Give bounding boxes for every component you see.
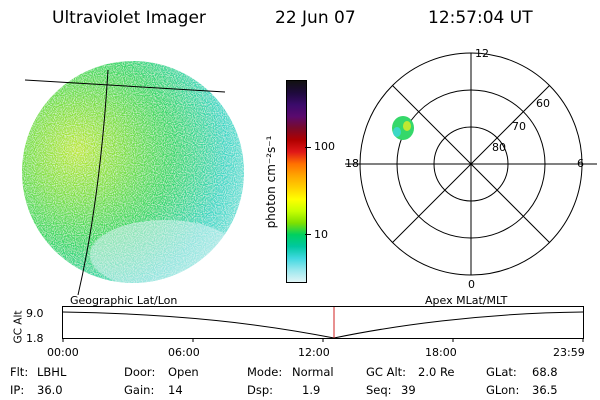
altitude-timeline <box>62 306 584 342</box>
mlt-label-6: 6 <box>577 157 584 170</box>
gain-label: Gain: <box>124 383 155 397</box>
dsp-label: Dsp: <box>247 383 274 397</box>
colorbar-tick-100 <box>305 147 311 148</box>
colorbar-label-100: 100 <box>314 140 335 153</box>
mode-value: Normal <box>292 365 334 379</box>
timeline-xtick-1: 06:00 <box>168 346 200 359</box>
mlt-label-12: 12 <box>475 47 489 60</box>
flt-value: LBHL <box>37 365 67 379</box>
timeline-axis-label: GC Alt <box>12 310 25 344</box>
observation-time: 12:57:04 UT <box>428 8 533 28</box>
mlat-label-60: 60 <box>536 97 550 110</box>
intensity-colorbar <box>286 80 307 283</box>
door-value: Open <box>168 365 199 379</box>
glon-label: GLon: <box>486 383 520 397</box>
polar-diagonal-2 <box>392 85 550 243</box>
gcalt-value: 2.0 Re <box>418 365 455 379</box>
aurora-blob-core <box>403 121 411 131</box>
mlt-label-18: 18 <box>345 157 359 170</box>
instrument-title: Ultraviolet Imager <box>52 8 206 28</box>
timeline-ytick-bottom: 1.8 <box>26 332 44 345</box>
glon-value: 36.5 <box>532 383 558 397</box>
polar-plot <box>345 52 597 276</box>
flt-label: Flt: <box>10 365 29 379</box>
seq-value: 39 <box>401 383 416 397</box>
door-label: Door: <box>124 365 156 379</box>
colorbar-label-10: 10 <box>314 228 328 241</box>
mlat-label-70: 70 <box>512 120 526 133</box>
seq-label: Seq: <box>366 383 392 397</box>
colorbar-tick-10 <box>305 234 311 235</box>
timeline-xtick-0: 00:00 <box>47 346 79 359</box>
mode-label: Mode: <box>247 365 283 379</box>
latitude-line <box>24 79 226 93</box>
uv-disk-image <box>22 61 244 295</box>
gain-value: 14 <box>168 383 183 397</box>
timeline-xtick-3: 18:00 <box>425 346 457 359</box>
altitude-curve <box>62 311 584 339</box>
timeline-ytick-top: 9.0 <box>26 307 44 320</box>
dsp-value: 1.9 <box>302 383 321 397</box>
colorbar-unit-label: photon cm⁻²s⁻¹ <box>264 135 278 229</box>
polar-plot-label: Apex MLat/MLT <box>425 294 508 307</box>
gcalt-label: GC Alt: <box>366 365 407 379</box>
glat-value: 68.8 <box>532 365 558 379</box>
longitude-line <box>77 69 109 295</box>
timeline-xtick-2: 12:00 <box>298 346 330 359</box>
glat-label: GLat: <box>486 365 517 379</box>
aurora-blob-edge <box>393 127 401 137</box>
left-image-label: Geographic Lat/Lon <box>70 294 178 307</box>
ip-value: 36.0 <box>37 383 63 397</box>
observation-date: 22 Jun 07 <box>275 8 356 28</box>
mlt-label-0: 0 <box>468 278 475 291</box>
timeline-xtick-4: 23:59 <box>553 346 585 359</box>
mlat-label-80: 80 <box>492 141 506 154</box>
ip-label: IP: <box>10 383 25 397</box>
